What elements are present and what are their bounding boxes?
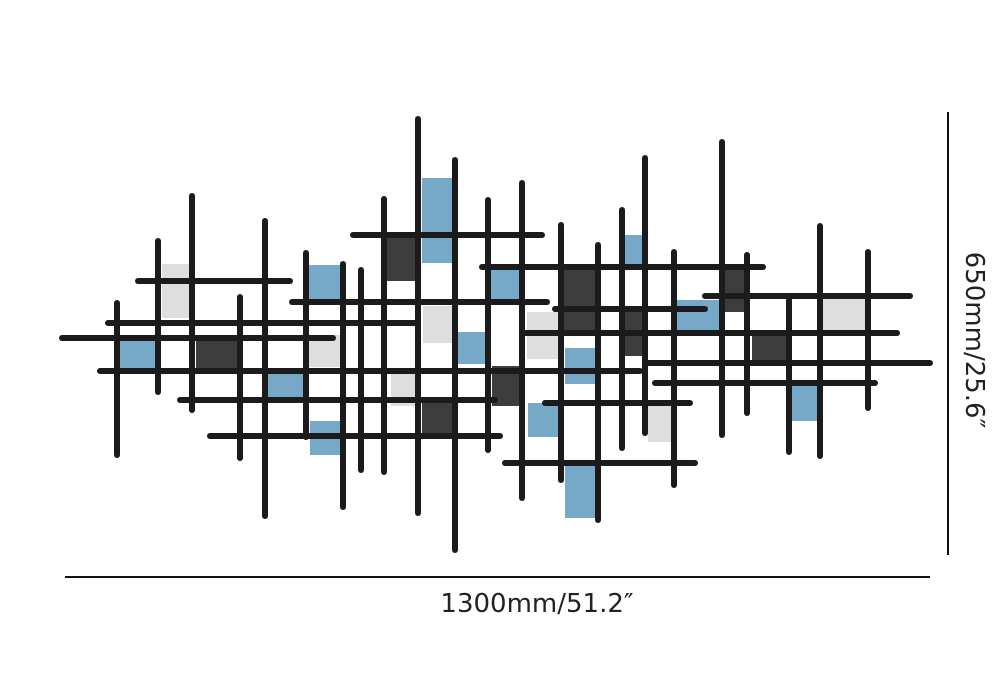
glass-panels [120,178,867,518]
panel [491,270,523,303]
panel [625,235,645,265]
panel [268,372,304,398]
panel [565,348,598,384]
panel [458,332,488,364]
panel [752,336,788,362]
panel [422,398,454,438]
panel [822,296,867,336]
panel [528,403,562,437]
metal-rods [59,116,933,553]
panel [308,265,343,300]
panel [423,306,453,343]
panel [648,405,672,442]
panel [386,237,418,281]
panel [725,270,747,312]
panel [676,300,721,333]
width-label: 1300mm/51.2″ [440,589,633,619]
panel [196,338,240,368]
panel [422,178,452,263]
panel [120,340,158,368]
height-label: 650mm/25.6″ [959,252,989,429]
panel [562,268,598,334]
panel [565,466,597,518]
panel [162,264,190,318]
panel [792,386,820,421]
